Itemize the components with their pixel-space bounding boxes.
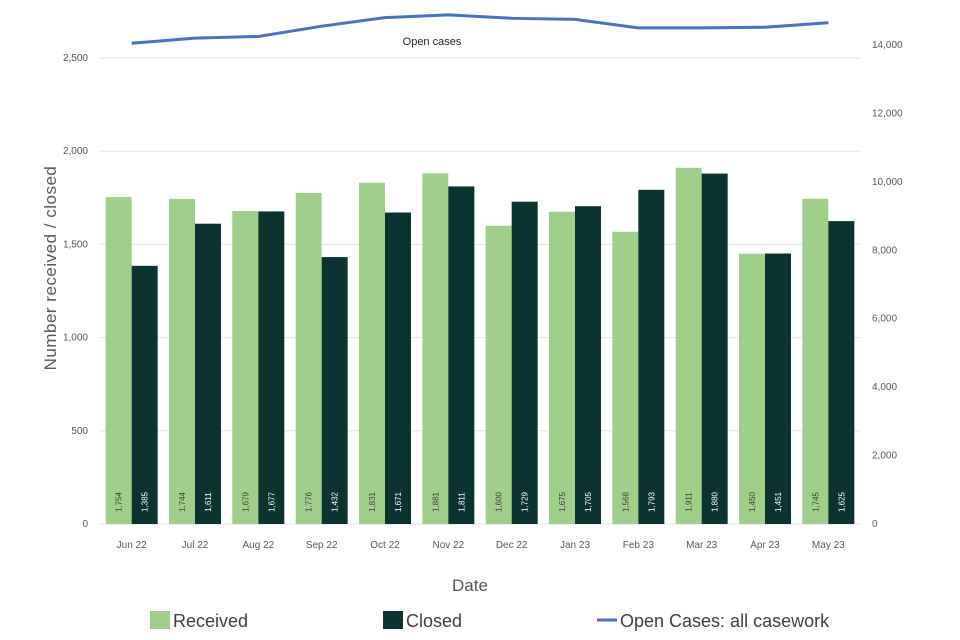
data-labels: 1,754 1,385 1,744 1,611 1,679 1,677 1,776 1,432…	[115, 491, 847, 512]
x-tick-label: Nov 22	[432, 540, 464, 551]
bar-closed	[828, 221, 855, 524]
data-label-received: 1,679	[241, 491, 250, 512]
legend-swatch-closed	[383, 611, 403, 629]
bar-received	[295, 192, 322, 524]
y-axis-label: Number received / closed	[41, 166, 60, 371]
x-tick-label: Mar 23	[686, 540, 718, 551]
x-tick-label: Sep 22	[306, 540, 338, 551]
y2-tick-label: 12,000	[872, 108, 903, 119]
y2-tick-label: 8,000	[872, 245, 897, 256]
bar-closed	[321, 257, 348, 524]
bar-closed	[638, 189, 665, 525]
y-tick-label: 1,500	[63, 239, 88, 250]
y-tick-label: 500	[71, 426, 88, 437]
x-tick-label: Oct 22	[370, 540, 400, 551]
data-label-received: 1,754	[115, 491, 124, 512]
bar-received	[105, 197, 132, 525]
data-label-received: 1,745	[811, 491, 820, 512]
y-tick-label: 2,500	[63, 53, 88, 64]
data-label-closed: 1,385	[141, 491, 150, 512]
y-tick-label: 0	[82, 519, 88, 530]
bar-closed	[258, 211, 285, 524]
data-label-closed: 1,880	[711, 491, 720, 512]
data-label-closed: 1,705	[584, 491, 593, 512]
right-axis-ticks: 0 2,000 4,000 6,000 8,000 10,000 12,000 14,000	[872, 40, 903, 530]
data-label-received: 1,776	[305, 491, 314, 512]
data-label-received: 1,881	[431, 491, 440, 512]
open-cases-line	[131, 13, 829, 45]
x-tick-label: Apr 23	[750, 540, 780, 551]
bar-received	[422, 173, 449, 525]
x-axis-ticks: Jun 22 Jul 22 Aug 22 Sep 22 Oct 22 Nov 22 Dec …	[117, 540, 846, 551]
legend-label-open-cases: Open Cases: all casework	[620, 611, 830, 631]
bar-closed	[448, 186, 475, 524]
y2-tick-label: 6,000	[872, 314, 897, 325]
data-label-closed: 1,677	[267, 491, 276, 512]
bar-closed	[765, 253, 791, 524]
x-tick-label: Jul 22	[182, 540, 209, 551]
data-label-closed: 1,432	[331, 491, 340, 512]
legend-label-closed: Closed	[406, 611, 462, 631]
bar-closed	[575, 206, 601, 525]
bar-received	[359, 182, 385, 524]
bar-received	[612, 231, 639, 524]
x-tick-label: Jan 23	[560, 540, 590, 551]
data-label-received: 1,600	[495, 491, 504, 512]
y-tick-label: 2,000	[63, 146, 88, 157]
bar-received	[675, 167, 702, 524]
data-label-closed: 1,611	[204, 492, 213, 512]
x-tick-label: Aug 22	[242, 540, 274, 551]
x-tick-label: Dec 22	[496, 540, 528, 551]
data-label-closed: 1,793	[647, 491, 656, 512]
x-tick-label: Jun 22	[117, 540, 147, 551]
data-label-closed: 1,811	[457, 492, 466, 512]
legend-swatch-received	[150, 611, 170, 629]
bar-received	[169, 198, 195, 524]
bar-received	[549, 211, 575, 524]
data-label-closed: 1,729	[521, 491, 530, 512]
y2-tick-label: 4,000	[872, 382, 897, 393]
bar-received	[232, 211, 259, 524]
legend: Received Closed Open Cases: all casework	[150, 611, 830, 631]
open-cases-annotation: Open cases	[403, 36, 462, 48]
legend-label-received: Received	[173, 611, 248, 631]
bar-closed	[511, 201, 538, 524]
bar-closed	[131, 265, 158, 524]
bar-closed	[385, 212, 411, 524]
data-label-closed: 1,451	[774, 491, 783, 512]
data-label-closed: 1,671	[394, 491, 403, 512]
bars	[105, 167, 855, 525]
x-axis-label: Date	[452, 576, 488, 595]
bar-closed	[701, 173, 728, 524]
data-label-received: 1,744	[178, 491, 187, 512]
x-tick-label: Feb 23	[623, 540, 655, 551]
y2-tick-label: 14,000	[872, 40, 903, 51]
left-axis-ticks: 0 500 1,000 1,500 2,000 2,500	[63, 53, 88, 530]
data-label-received: 1,568	[621, 491, 630, 512]
data-label-received: 1,675	[558, 491, 567, 512]
data-label-received: 1,450	[748, 491, 757, 512]
bar-received	[802, 198, 829, 524]
data-label-closed: 1,625	[837, 491, 846, 512]
bar-closed	[195, 223, 221, 524]
data-label-received: 1,911	[685, 492, 694, 512]
y2-tick-label: 2,000	[872, 451, 897, 462]
bar-received	[485, 225, 512, 524]
y2-tick-label: 0	[872, 519, 878, 530]
gridlines	[100, 57, 860, 525]
data-label-received: 1,831	[368, 491, 377, 512]
y2-tick-label: 10,000	[872, 177, 903, 188]
y-tick-label: 1,000	[63, 333, 88, 344]
x-tick-label: May 23	[812, 540, 845, 551]
bar-received	[739, 253, 765, 524]
